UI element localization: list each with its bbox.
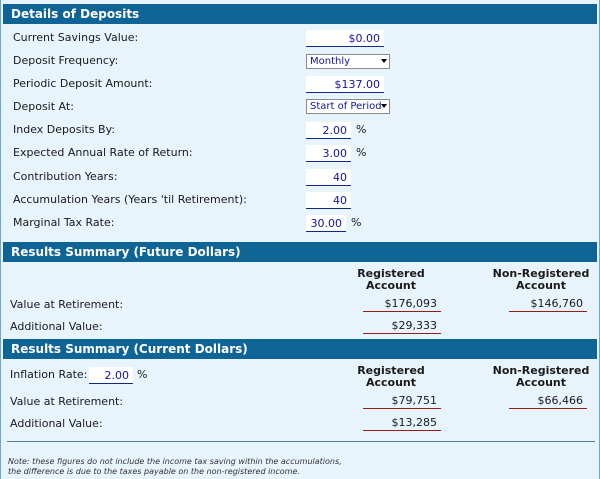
expected-return-input[interactable]: 3.00 bbox=[306, 145, 351, 162]
future-registered-heading-line2: Account bbox=[365, 279, 417, 292]
current-savings-input[interactable]: $0.00 bbox=[306, 30, 384, 47]
current-nonregistered-heading-line1: Non-Registered bbox=[492, 364, 590, 377]
inflation-percent-unit: % bbox=[137, 368, 148, 381]
current-registered-heading-line1: Registered bbox=[357, 364, 425, 377]
future-value-label: Value at Retirement: bbox=[10, 298, 124, 311]
current-savings-row: Current Savings Value: $0.00 bbox=[1, 27, 600, 50]
index-deposits-input[interactable]: 2.00 bbox=[306, 122, 351, 139]
disclaimer-note: Note: these figures do not include the i… bbox=[8, 457, 342, 477]
future-results-header: Results Summary (Future Dollars) bbox=[3, 242, 597, 262]
future-additional-label: Additional Value: bbox=[10, 320, 103, 333]
chevron-down-icon bbox=[381, 59, 387, 63]
deposit-frequency-label: Deposit Frequency: bbox=[13, 54, 119, 67]
inflation-input[interactable]: 2.00 bbox=[89, 367, 133, 384]
current-value-row: Value at Retirement: $79,751 $66,466 bbox=[1, 391, 600, 414]
future-nonregistered-heading-line2: Account bbox=[515, 279, 567, 292]
deposit-at-value: Start of Period bbox=[310, 101, 382, 112]
chevron-down-icon bbox=[381, 104, 387, 108]
accumulation-years-input[interactable]: 40 bbox=[306, 192, 351, 209]
tax-percent-unit: % bbox=[351, 216, 362, 229]
current-additional-label: Additional Value: bbox=[10, 417, 103, 430]
deposit-at-label: Deposit At: bbox=[13, 100, 74, 113]
future-additional-row: Additional Value: $29,333 bbox=[1, 316, 600, 339]
contribution-years-label: Contribution Years: bbox=[13, 170, 118, 183]
return-percent-unit: % bbox=[356, 146, 367, 159]
index-deposits-label: Index Deposits By: bbox=[13, 123, 116, 136]
inflation-row: Inflation Rate: 2.00 % bbox=[1, 364, 600, 387]
marginal-tax-label: Marginal Tax Rate: bbox=[13, 216, 115, 229]
divider bbox=[7, 441, 595, 442]
current-savings-label: Current Savings Value: bbox=[13, 31, 139, 44]
deposit-at-select[interactable]: Start of Period bbox=[306, 99, 390, 114]
disclaimer-line1: Note: these figures do not include the i… bbox=[8, 457, 342, 466]
deposit-at-row: Deposit At: Start of Period bbox=[1, 96, 600, 119]
index-percent-unit: % bbox=[356, 123, 367, 136]
expected-return-label: Expected Annual Rate of Return: bbox=[13, 146, 193, 159]
marginal-tax-row: Marginal Tax Rate: 30.00 % bbox=[1, 212, 600, 235]
current-value-registered: $79,751 bbox=[363, 393, 441, 409]
current-results-header: Results Summary (Current Dollars) bbox=[3, 339, 597, 359]
index-deposits-row: Index Deposits By: 2.00 % bbox=[1, 119, 600, 142]
deposit-frequency-value: Monthly bbox=[310, 56, 351, 67]
current-registered-heading-line2: Account bbox=[365, 376, 417, 389]
disclaimer-line2: the difference is due to the taxes payab… bbox=[8, 467, 300, 476]
periodic-deposit-row: Periodic Deposit Amount: $137.00 bbox=[1, 73, 600, 96]
future-value-nonregistered: $146,760 bbox=[509, 296, 587, 312]
future-registered-heading-line1: Registered bbox=[357, 267, 425, 280]
contribution-years-row: Contribution Years: 40 bbox=[1, 166, 600, 189]
current-additional-registered: $13,285 bbox=[363, 415, 441, 431]
future-value-registered: $176,093 bbox=[363, 296, 441, 312]
details-of-deposits-header: Details of Deposits bbox=[3, 4, 597, 24]
current-value-label: Value at Retirement: bbox=[10, 395, 124, 408]
current-additional-row: Additional Value: $13,285 bbox=[1, 413, 600, 436]
current-nonregistered-heading-line2: Account bbox=[515, 376, 567, 389]
deposit-frequency-select[interactable]: Monthly bbox=[306, 54, 390, 69]
deposit-frequency-row: Deposit Frequency: Monthly bbox=[1, 50, 600, 73]
expected-return-row: Expected Annual Rate of Return: 3.00 % bbox=[1, 142, 600, 165]
future-additional-registered: $29,333 bbox=[363, 318, 441, 334]
current-nonregistered-heading: Non-Registered Account bbox=[491, 365, 591, 389]
current-value-nonregistered: $66,466 bbox=[509, 393, 587, 409]
future-nonregistered-heading: Non-Registered Account bbox=[491, 268, 591, 292]
current-registered-heading: Registered Account bbox=[346, 365, 436, 389]
future-registered-heading: Registered Account bbox=[346, 268, 436, 292]
periodic-deposit-input[interactable]: $137.00 bbox=[306, 76, 384, 93]
inflation-label: Inflation Rate: bbox=[10, 368, 88, 381]
periodic-deposit-label: Periodic Deposit Amount: bbox=[13, 77, 153, 90]
accumulation-years-row: Accumulation Years (Years 'til Retiremen… bbox=[1, 189, 600, 212]
future-nonregistered-heading-line1: Non-Registered bbox=[492, 267, 590, 280]
accumulation-years-label: Accumulation Years (Years 'til Retiremen… bbox=[13, 193, 247, 206]
contribution-years-input[interactable]: 40 bbox=[306, 169, 351, 186]
future-value-row: Value at Retirement: $176,093 $146,760 bbox=[1, 294, 600, 317]
marginal-tax-input[interactable]: 30.00 bbox=[306, 215, 346, 232]
